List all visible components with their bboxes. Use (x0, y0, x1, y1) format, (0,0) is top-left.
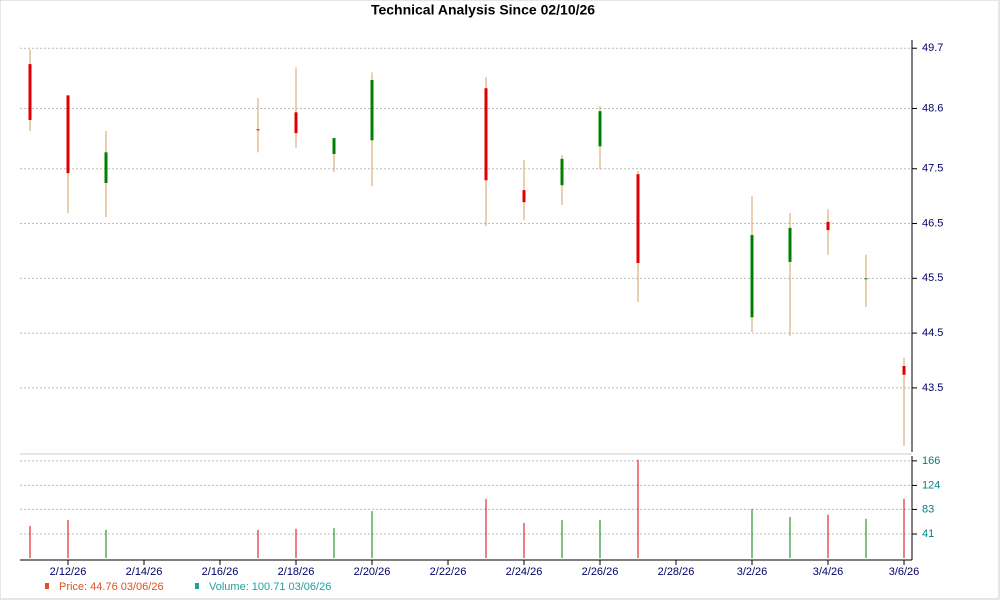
candle-body (598, 111, 602, 147)
volume-tick-label: 166 (922, 455, 940, 467)
y-tick-label: 49.7 (922, 42, 943, 54)
y-tick-label: 46.5 (922, 217, 943, 229)
y-tick-label: 43.5 (922, 382, 943, 394)
candle-body (256, 129, 260, 131)
candle-body (864, 278, 868, 280)
volume-tick-label: 83 (922, 503, 934, 515)
candle-body (66, 95, 70, 174)
volume-tick-label: 124 (922, 479, 940, 491)
candle-body (294, 112, 298, 134)
x-tick-label: 2/18/26 (278, 566, 315, 578)
candle-body (28, 64, 32, 120)
candle-body (370, 79, 374, 141)
legend-swatch (45, 583, 49, 589)
candle-body (332, 138, 336, 154)
x-tick-label: 3/2/26 (737, 566, 768, 578)
x-tick-label: 3/4/26 (813, 566, 844, 578)
x-tick-label: 2/28/26 (658, 566, 695, 578)
x-tick-label: 2/14/26 (126, 566, 163, 578)
y-tick-label: 48.6 (922, 102, 943, 114)
x-tick-label: 2/20/26 (354, 566, 391, 578)
x-tick-label: 3/6/26 (889, 566, 920, 578)
candle-body (902, 365, 906, 375)
candle-body (560, 158, 564, 186)
candle-body (104, 152, 108, 183)
candle-body (788, 227, 792, 262)
volume-tick-label: 41 (922, 528, 934, 540)
candle-body (826, 221, 830, 231)
candle-body (750, 235, 754, 318)
y-tick-label: 44.5 (922, 327, 943, 339)
legend-label: Volume: 100.71 03/06/26 (209, 581, 331, 593)
chart-title: Technical Analysis Since 02/10/26 (371, 2, 595, 18)
candle-body (484, 88, 488, 181)
candle-body (636, 174, 640, 263)
y-tick-label: 45.5 (922, 272, 943, 284)
legend-label: Price: 44.76 03/06/26 (59, 581, 164, 593)
x-tick-label: 2/22/26 (430, 566, 467, 578)
x-tick-label: 2/12/26 (50, 566, 87, 578)
candle-body (522, 190, 526, 203)
x-tick-label: 2/24/26 (506, 566, 543, 578)
y-tick-label: 47.5 (922, 163, 943, 175)
legend-swatch (195, 583, 199, 589)
x-tick-label: 2/26/26 (582, 566, 619, 578)
x-tick-label: 2/16/26 (202, 566, 239, 578)
